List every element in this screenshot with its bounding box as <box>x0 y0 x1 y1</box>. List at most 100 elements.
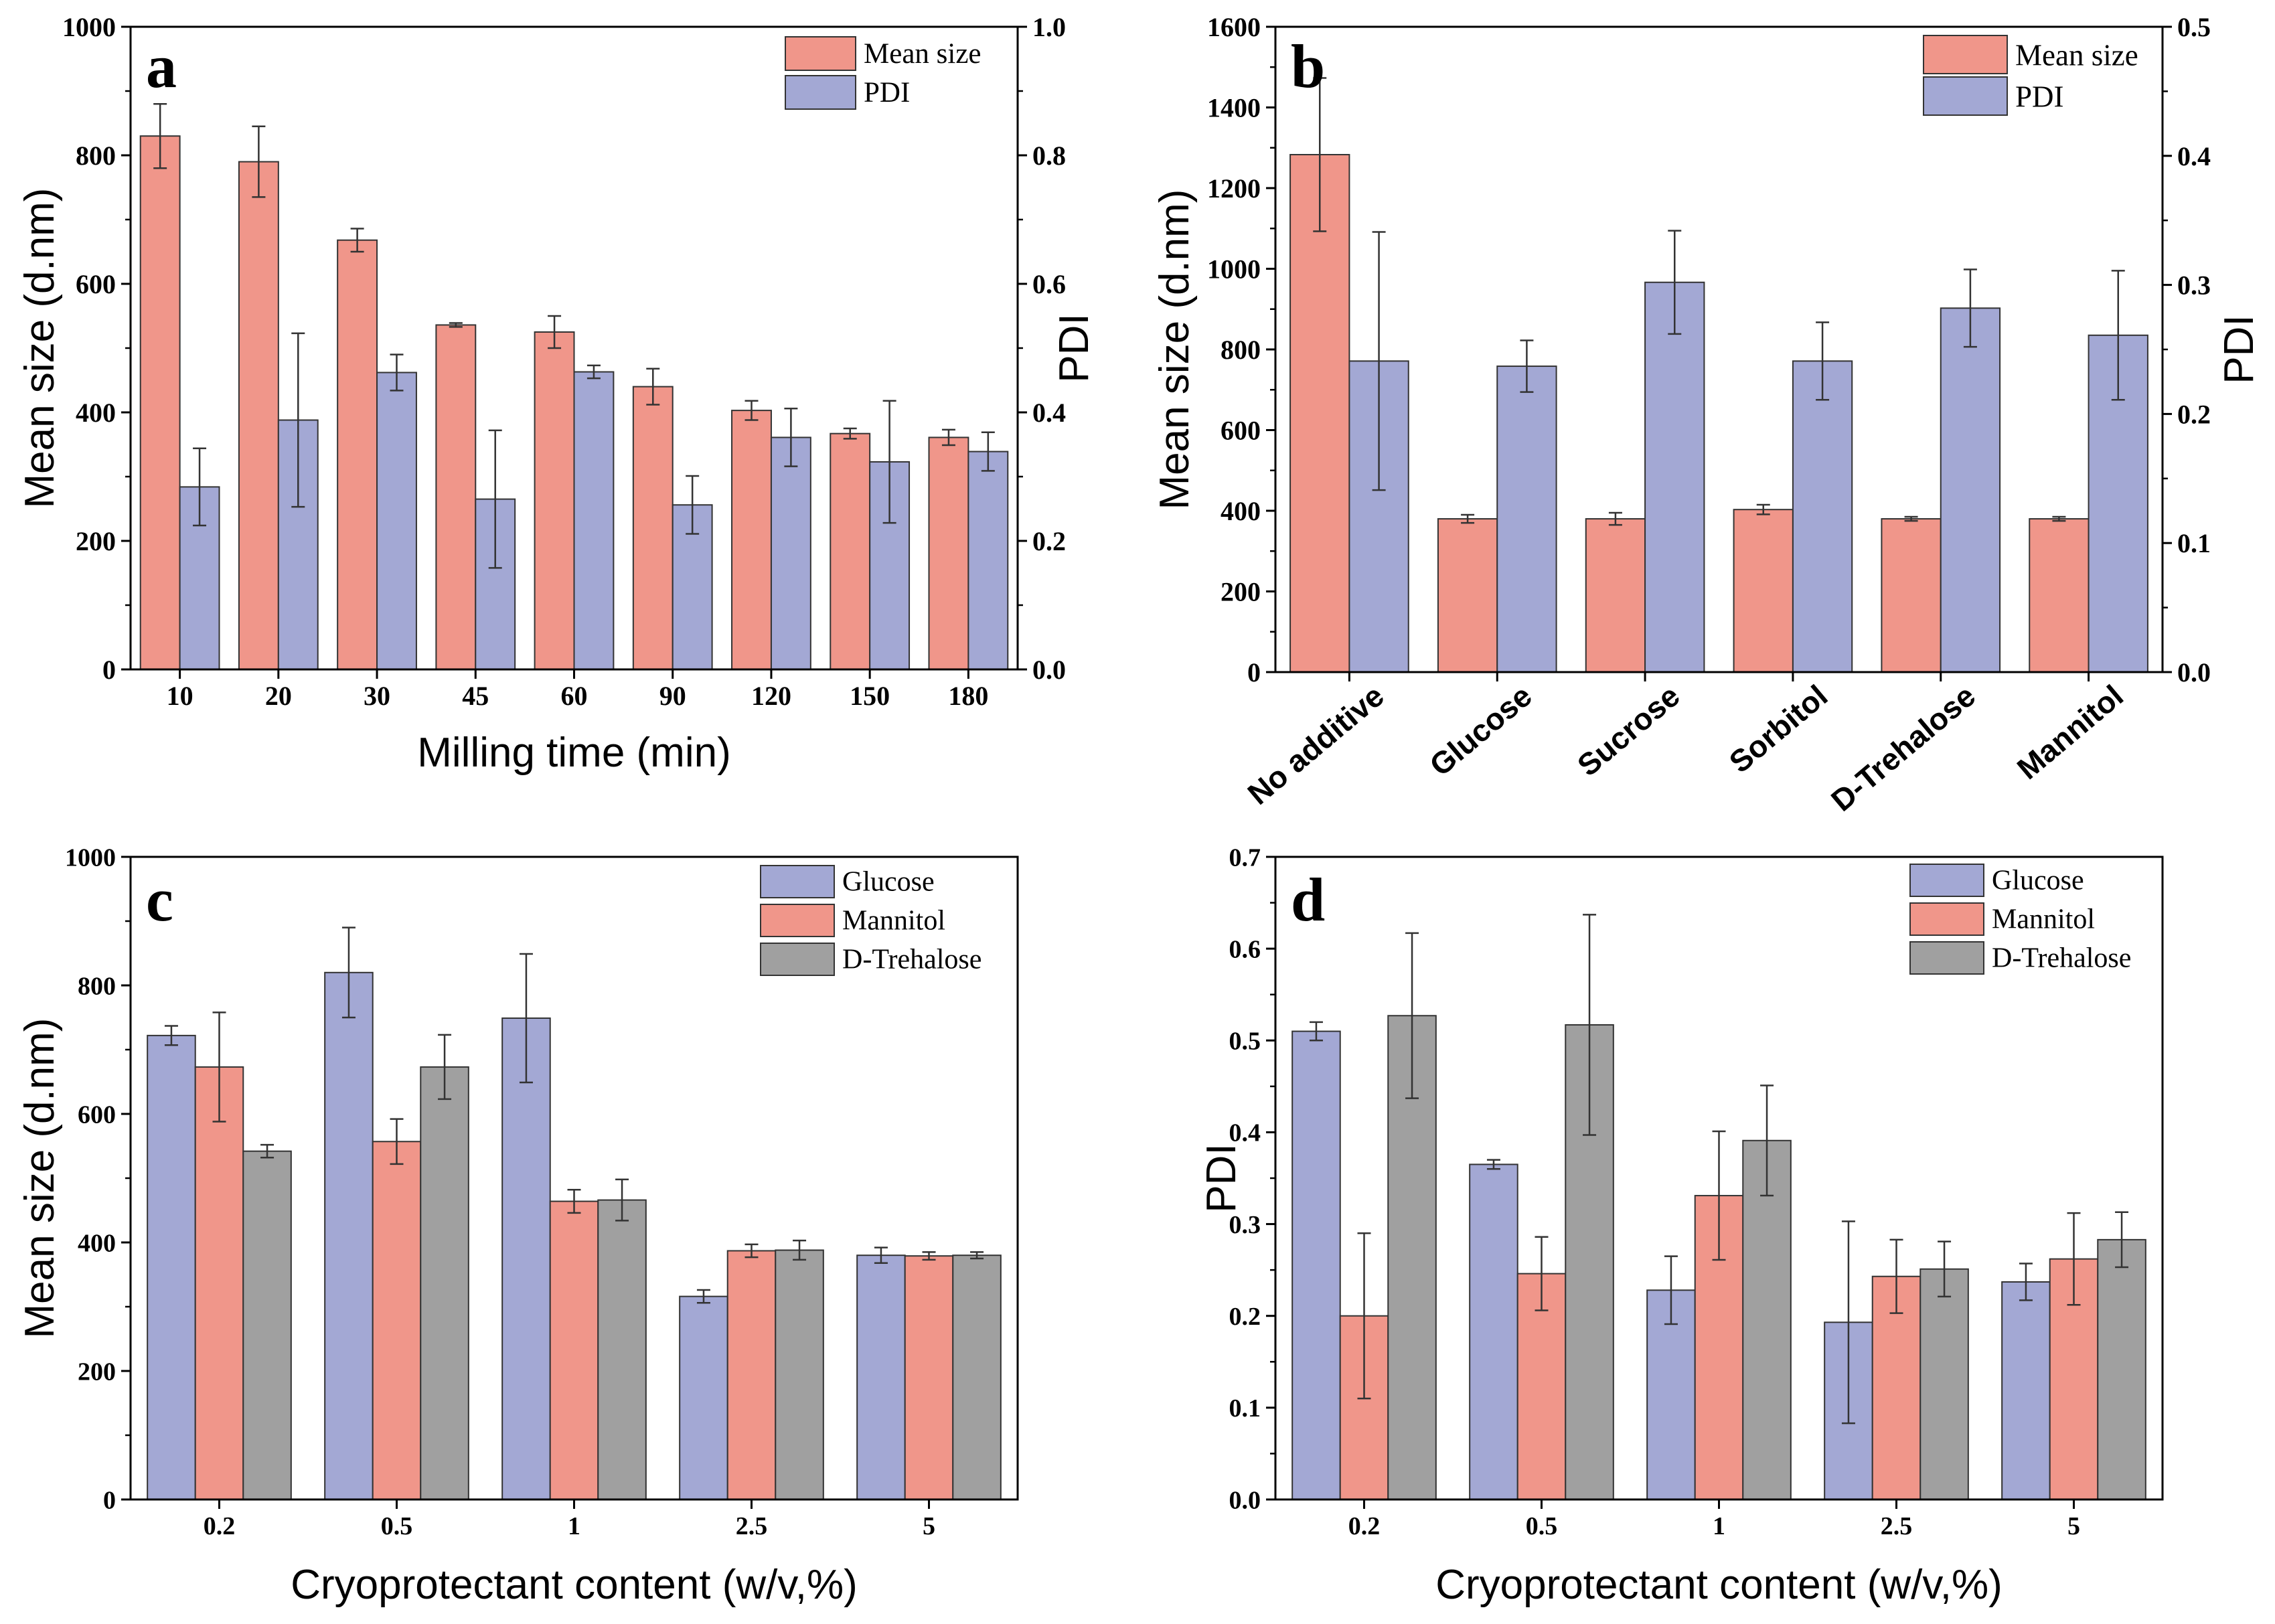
panel-letter-c: c <box>146 866 173 934</box>
bar-a-1-4 <box>573 371 615 671</box>
category-label-a-0: 10 <box>167 681 193 711</box>
y2-tick-label-b-0: 0.0 <box>2177 657 2211 687</box>
bar-c-2-4 <box>952 1254 1002 1500</box>
bar-c-1-3 <box>726 1250 777 1500</box>
y-axis-title-b: Mean size (d.nm) <box>1152 189 1198 510</box>
y-tick-label-b-1: 200 <box>1221 577 1261 607</box>
bar-c-1-2 <box>549 1200 599 1501</box>
y-tick-label-d-4: 0.4 <box>1229 1119 1261 1147</box>
bar-c-1-4 <box>904 1255 954 1501</box>
category-label-c-4: 5 <box>923 1512 935 1540</box>
y2-tick-label-a-4: 0.8 <box>1032 141 1066 171</box>
category-label-a-3: 45 <box>462 681 489 711</box>
bar-b-0-2 <box>1585 518 1646 673</box>
chart-panel-a: 0 200 400 600 800 1000 0.0 0.2 0.4 0.6 0.8 1.0 10 20 3… <box>17 12 1097 776</box>
category-label-a-6: 120 <box>751 681 791 711</box>
category-label-c-2: 1 <box>568 1512 580 1540</box>
bar-b-1-4 <box>1940 307 2001 673</box>
category-label-c-0: 0.2 <box>204 1512 236 1540</box>
chart-panel-b: 0 200 400 600 800 1000 1200 1400 1600 0.0 0.1 0.2 0.… <box>1152 12 2262 818</box>
legend-label-b-1: PDI <box>2015 80 2064 113</box>
y-tick-label-c-1: 200 <box>78 1358 116 1386</box>
y-tick-label-a-2: 400 <box>76 398 116 428</box>
chart-panel-d: 0.0 0.1 0.2 0.3 0.4 0.5 0.6 0.7 0.2 0.5 1 2.5 5 PDI Cr… <box>1198 843 2164 1608</box>
y-tick-label-d-5: 0.5 <box>1229 1028 1261 1056</box>
y2-tick-label-a-0: 0.0 <box>1032 655 1066 685</box>
bar-c-1-1 <box>372 1141 422 1500</box>
x-axis-title-d: Cryoprotectant content (w/v,%) <box>1435 1562 2003 1608</box>
bar-d-0-4 <box>2001 1281 2051 1500</box>
legend-label-c-2: D-Trehalose <box>842 944 982 975</box>
category-label-d-4: 5 <box>2067 1512 2080 1540</box>
panel-letter-d: d <box>1291 866 1325 934</box>
y-tick-label-b-4: 800 <box>1221 335 1261 365</box>
bar-a-1-2 <box>376 372 417 670</box>
bar-b-0-3 <box>1733 509 1794 673</box>
legend-label-d-0: Glucose <box>1992 865 2084 896</box>
legend-swatch-b-1 <box>1923 76 2008 116</box>
bar-b-0-0 <box>1289 153 1350 673</box>
y2-tick-label-a-1: 0.2 <box>1032 526 1066 556</box>
y-tick-label-c-3: 600 <box>78 1101 116 1129</box>
bar-c-2-2 <box>597 1199 647 1500</box>
legend-label-a-0: Mean size <box>864 38 982 70</box>
y2-tick-label-b-3: 0.3 <box>2177 270 2211 301</box>
category-label-a-4: 60 <box>561 681 588 711</box>
category-label-a-8: 180 <box>948 681 988 711</box>
bar-a-0-5 <box>632 386 674 670</box>
y-tick-label-a-4: 800 <box>76 141 116 171</box>
legend-label-d-2: D-Trehalose <box>1992 943 2131 973</box>
y-tick-label-a-5: 1000 <box>62 12 116 42</box>
y-tick-label-d-2: 0.2 <box>1229 1303 1261 1331</box>
category-label-b-2: Sucrose <box>1571 678 1686 783</box>
y-tick-label-c-2: 400 <box>78 1229 116 1257</box>
y-tick-label-b-2: 400 <box>1221 496 1261 526</box>
legend-swatch-b-0 <box>1923 35 2008 74</box>
y-tick-label-c-4: 800 <box>78 972 116 1000</box>
bar-c-2-1 <box>420 1066 469 1501</box>
category-label-a-2: 30 <box>364 681 390 711</box>
category-label-b-0: No additive <box>1241 678 1390 811</box>
y-tick-label-b-8: 1600 <box>1207 12 1261 42</box>
legend-label-c-0: Glucose <box>842 866 935 897</box>
legend-label-c-1: Mannitol <box>842 905 945 936</box>
category-label-a-7: 150 <box>850 681 890 711</box>
category-label-a-5: 90 <box>659 681 686 711</box>
bar-c-2-0 <box>242 1150 292 1501</box>
bar-b-1-2 <box>1644 281 1705 673</box>
bar-b-0-4 <box>1881 518 1942 673</box>
x-axis-title-c: Cryoprotectant content (w/v,%) <box>291 1562 858 1608</box>
bar-c-0-0 <box>147 1034 196 1500</box>
category-label-c-3: 2.5 <box>736 1512 768 1540</box>
y-tick-label-d-1: 0.1 <box>1229 1394 1261 1423</box>
bar-a-0-7 <box>830 432 871 670</box>
y-tick-label-d-7: 0.7 <box>1229 843 1261 872</box>
y-tick-label-b-5: 1000 <box>1207 254 1261 285</box>
bar-b-1-3 <box>1792 360 1853 673</box>
bar-a-0-6 <box>731 410 772 670</box>
y-tick-label-a-0: 0 <box>102 655 116 685</box>
category-label-b-4: D-Trehalose <box>1824 678 1982 818</box>
bar-d-2-4 <box>2097 1238 2146 1501</box>
y-tick-label-b-3: 600 <box>1221 416 1261 446</box>
legend-swatch-a-0 <box>785 36 856 71</box>
category-label-b-1: Glucose <box>1423 678 1538 783</box>
bar-d-0-0 <box>1291 1030 1341 1500</box>
category-label-a-1: 20 <box>265 681 292 711</box>
y-tick-label-c-5: 1000 <box>65 843 116 872</box>
legend-swatch-d-2 <box>1909 941 1984 975</box>
bar-c-0-1 <box>324 971 374 1501</box>
bar-c-0-2 <box>501 1017 551 1500</box>
y-tick-label-b-0: 0 <box>1247 657 1261 687</box>
bar-d-2-3 <box>1919 1268 1969 1501</box>
legend-swatch-c-2 <box>760 943 835 976</box>
category-label-d-1: 0.5 <box>1526 1512 1558 1540</box>
bar-a-0-0 <box>139 135 181 670</box>
y-tick-label-a-1: 200 <box>76 526 116 556</box>
category-label-d-2: 1 <box>1713 1512 1725 1540</box>
bar-a-1-8 <box>967 451 1009 670</box>
legend-swatch-a-1 <box>785 75 856 110</box>
bar-d-1-1 <box>1516 1273 1567 1500</box>
